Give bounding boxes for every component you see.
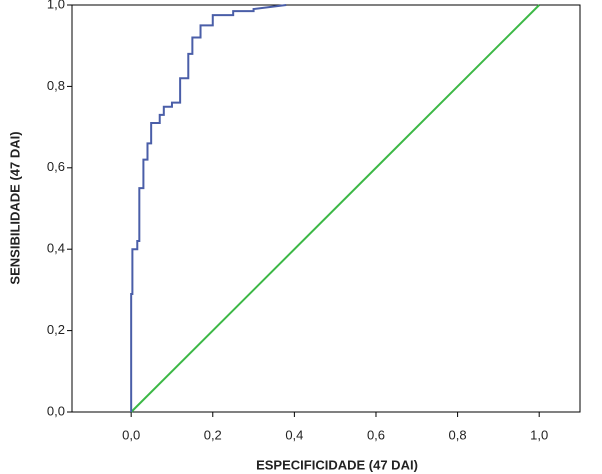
x-tick-label: 0,0 [122,427,140,442]
x-tick-label: 1,0 [530,427,548,442]
y-axis-title: SENSIBILIDADE (47 DAI) [7,131,22,284]
x-tick-label: 0,2 [204,427,222,442]
x-tick-label: 0,4 [285,427,303,442]
x-axis-title: ESPECIFICIDADE (47 DAI) [256,457,418,472]
y-tick-label: 0,4 [47,241,65,256]
plot-frame [71,4,581,413]
y-tick-label: 0,2 [47,322,65,337]
y-tick-label: 0,0 [47,403,65,418]
series-line [130,4,540,413]
series-line [130,4,287,412]
y-tick-label: 1,0 [47,0,65,11]
x-tick-label: 0,8 [449,427,467,442]
x-tick-label: 0,6 [367,427,385,442]
y-tick-label: 0,6 [47,159,65,174]
y-tick-label: 0,8 [47,78,65,93]
